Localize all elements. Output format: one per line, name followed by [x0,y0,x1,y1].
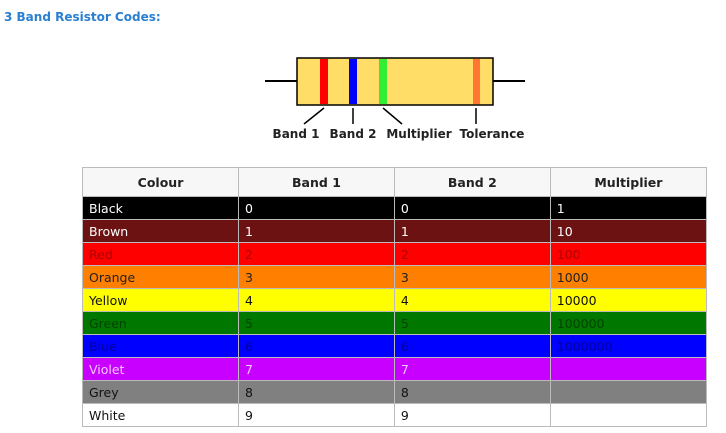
color-code-table: Colour Band 1 Band 2 Multiplier Black 0 0 1 Brow… [81,167,708,427]
band [473,59,480,104]
band-label: Multiplier [386,127,451,141]
table-cell: Blue [81,334,240,358]
table-cell: 1 [238,219,395,243]
table-cell: 6 [238,334,395,358]
table-row: Green 5 5 100000 [81,311,708,335]
table-cell: 1000000 [549,334,708,358]
table-cell: Orange [81,265,240,289]
table-cell [549,357,708,381]
pointer [382,107,403,125]
band [349,59,357,104]
resistor-diagram: Band 1 Band 2 Multiplier Tolerance [265,57,525,141]
table-cell [549,380,708,404]
table-cell: 9 [238,403,395,427]
table-cell: Brown [81,219,240,243]
table-row: Red 2 2 100 [81,242,708,266]
table-cell: 2 [238,242,395,266]
table-cell: 1 [549,196,708,220]
band-label: Band 1 [273,127,320,141]
table-cell: 8 [393,380,551,404]
pointer [303,107,325,125]
band [379,59,387,104]
table-cell: 0 [393,196,551,220]
table-cell: 10 [549,219,708,243]
table-row: Orange 3 3 1000 [81,265,708,289]
table-cell: Violet [81,357,240,381]
table-cell: Green [81,311,240,335]
table-row: Black 0 0 1 [81,196,708,220]
table-cell: 8 [238,380,395,404]
table-cell: 7 [238,357,395,381]
table-cell: 5 [393,311,551,335]
table-cell [549,403,708,427]
table-cell: 10000 [549,288,708,312]
header-row: Colour Band 1 Band 2 Multiplier [81,167,708,197]
table-row: Yellow 4 4 10000 [81,288,708,312]
table-cell: 6 [393,334,551,358]
title: 3 Band Resistor Codes: [4,10,161,24]
table-row: White 9 9 [81,403,708,427]
table-row: Violet 7 7 [81,357,708,381]
table-cell: White [81,403,240,427]
table-cell: 3 [393,265,551,289]
table-cell: 100000 [549,311,708,335]
table-cell: 9 [393,403,551,427]
table-cell: 2 [393,242,551,266]
table-cell: 4 [393,288,551,312]
resistor-body [296,57,494,106]
header-cell: Colour [81,167,240,197]
table-cell: 0 [238,196,395,220]
table-cell: 5 [238,311,395,335]
table-cell: Black [81,196,240,220]
header-cell: Multiplier [549,167,708,197]
table-cell: 3 [238,265,395,289]
band [320,59,328,104]
table-row: Blue 6 6 1000000 [81,334,708,358]
table-cell: 1000 [549,265,708,289]
band-label: Band 2 [330,127,377,141]
header-cell: Band 1 [238,167,395,197]
table-cell: Red [81,242,240,266]
table-cell: 4 [238,288,395,312]
table-row: Grey 8 8 [81,380,708,404]
table-row: Brown 1 1 10 [81,219,708,243]
header-cell: Band 2 [393,167,551,197]
table-cell: Grey [81,380,240,404]
band-label: Tolerance [460,127,525,141]
table-cell: 100 [549,242,708,266]
table-cell: 1 [393,219,551,243]
table-cell: Yellow [81,288,240,312]
table-cell: 7 [393,357,551,381]
